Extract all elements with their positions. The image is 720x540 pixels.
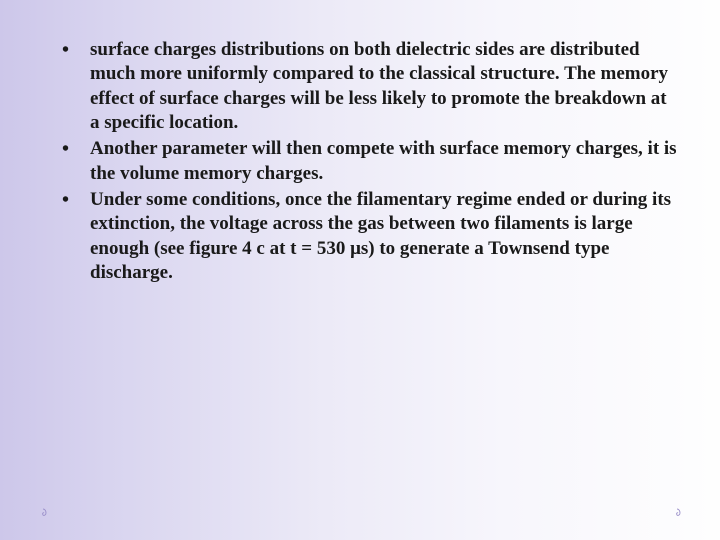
list-item: surface charges distributions on both di… bbox=[52, 38, 680, 135]
slide: surface charges distributions on both di… bbox=[0, 0, 720, 540]
decorative-swirl-icon bbox=[38, 508, 48, 518]
list-item: Under some conditions, once the filament… bbox=[52, 188, 680, 285]
bullet-list: surface charges distributions on both di… bbox=[52, 38, 680, 285]
list-item: Another parameter will then compete with… bbox=[52, 137, 680, 186]
content-area: surface charges distributions on both di… bbox=[52, 38, 680, 287]
decorative-swirl-icon bbox=[672, 508, 682, 518]
